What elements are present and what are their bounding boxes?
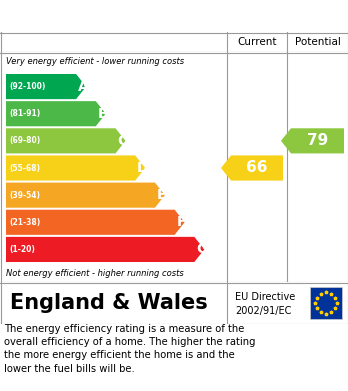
Text: C: C bbox=[118, 134, 128, 148]
Text: (81-91): (81-91) bbox=[9, 109, 40, 118]
Polygon shape bbox=[281, 128, 344, 153]
Text: (69-80): (69-80) bbox=[9, 136, 40, 145]
Polygon shape bbox=[221, 156, 283, 181]
Polygon shape bbox=[6, 156, 145, 181]
Polygon shape bbox=[6, 210, 185, 235]
Text: F: F bbox=[177, 215, 186, 229]
Text: Not energy efficient - higher running costs: Not energy efficient - higher running co… bbox=[6, 269, 184, 278]
Text: EU Directive: EU Directive bbox=[235, 292, 295, 302]
Text: Potential: Potential bbox=[294, 37, 340, 47]
Text: (21-38): (21-38) bbox=[9, 218, 40, 227]
Text: Very energy efficient - lower running costs: Very energy efficient - lower running co… bbox=[6, 57, 184, 66]
Text: (92-100): (92-100) bbox=[9, 82, 45, 91]
Text: The energy efficiency rating is a measure of the
overall efficiency of a home. T: The energy efficiency rating is a measur… bbox=[4, 324, 255, 373]
Text: B: B bbox=[98, 107, 109, 121]
Text: G: G bbox=[196, 242, 208, 256]
Text: A: A bbox=[78, 80, 89, 93]
Polygon shape bbox=[6, 74, 86, 99]
Text: 2002/91/EC: 2002/91/EC bbox=[235, 305, 291, 316]
Text: D: D bbox=[137, 161, 149, 175]
Bar bbox=[310, 287, 342, 319]
Polygon shape bbox=[6, 183, 165, 208]
Text: Energy Efficiency Rating: Energy Efficiency Rating bbox=[10, 7, 240, 25]
Text: (39-54): (39-54) bbox=[9, 191, 40, 200]
Text: England & Wales: England & Wales bbox=[10, 293, 208, 313]
Polygon shape bbox=[6, 237, 204, 262]
Polygon shape bbox=[6, 128, 126, 153]
Text: Current: Current bbox=[237, 37, 277, 47]
Text: 79: 79 bbox=[307, 133, 328, 148]
Text: E: E bbox=[157, 188, 166, 202]
Text: (1-20): (1-20) bbox=[9, 245, 35, 254]
Polygon shape bbox=[6, 101, 106, 126]
Text: 66: 66 bbox=[246, 160, 268, 176]
Text: (55-68): (55-68) bbox=[9, 163, 40, 172]
